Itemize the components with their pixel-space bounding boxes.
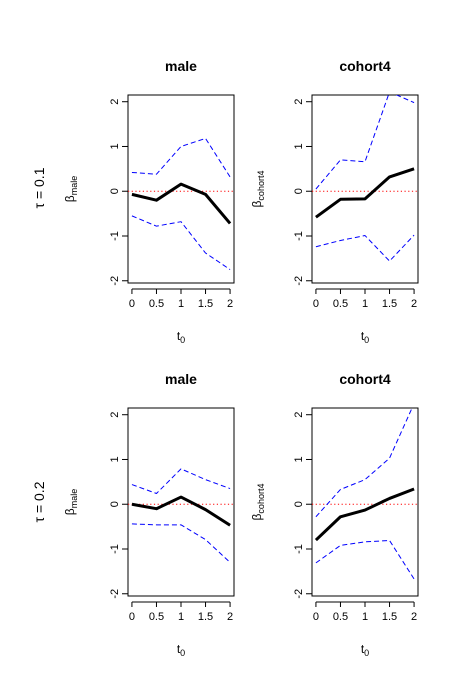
ci-lower-line bbox=[131, 523, 231, 563]
row-label-tau-0.2: τ = 0.2 bbox=[31, 481, 47, 522]
y-axis-label: βmale bbox=[63, 176, 79, 202]
ci-lower-line bbox=[315, 540, 415, 580]
estimate-line bbox=[315, 167, 415, 219]
x-tick-label: 0 bbox=[313, 611, 319, 623]
ci-upper-line bbox=[315, 408, 413, 518]
x-tick-label: 0.5 bbox=[333, 298, 348, 310]
plot-frame bbox=[127, 407, 235, 597]
x-tick-label: 2 bbox=[411, 298, 417, 310]
estimate-line bbox=[131, 182, 232, 225]
y-tick-label: -2 bbox=[109, 589, 121, 599]
x-tick-label: 1.5 bbox=[198, 611, 213, 623]
x-axis-label: t0 bbox=[177, 329, 185, 345]
x-tick-label: 0 bbox=[129, 298, 135, 310]
x-tick-label: 1 bbox=[178, 611, 184, 623]
y-tick-label: 2 bbox=[109, 412, 121, 418]
y-axis-label: βmale bbox=[63, 489, 79, 515]
plot-lines bbox=[312, 408, 418, 580]
ci-upper-line bbox=[131, 137, 231, 178]
x-tick-label: 1 bbox=[178, 298, 184, 310]
x-axis: 0 0.5 1 1.5 2 bbox=[129, 601, 233, 623]
x-axis-label: t0 bbox=[361, 642, 369, 658]
y-tick-label: -1 bbox=[293, 231, 305, 241]
x-tick-label: 0.5 bbox=[333, 611, 348, 623]
y-axis: -2 -1 0 1 2 bbox=[109, 412, 128, 599]
y-axis-label: βcohort4 bbox=[250, 484, 266, 521]
panel-title: male bbox=[165, 371, 197, 387]
plot-frame bbox=[311, 94, 419, 284]
y-tick-label: 0 bbox=[109, 501, 121, 507]
y-tick-label: 0 bbox=[293, 188, 305, 194]
y-tick-label: 1 bbox=[109, 456, 121, 462]
y-tick-label: 2 bbox=[293, 412, 305, 418]
x-tick-label: 2 bbox=[227, 298, 233, 310]
plot-frame bbox=[127, 94, 235, 284]
y-tick-label: 1 bbox=[109, 143, 121, 149]
panel-male-tau-0.1: male -2 -1 0 1 2 0 0.5 1 1.5 2 βmale t0 bbox=[63, 58, 235, 345]
x-tick-label: 0 bbox=[129, 611, 135, 623]
panel-title: cohort4 bbox=[339, 58, 391, 74]
y-tick-label: -2 bbox=[293, 589, 305, 599]
panel-cohort4-tau-0.2: cohort4 -2 -1 0 1 2 0 0.5 1 1.5 2 βcohort4 t0 bbox=[250, 371, 419, 658]
x-tick-label: 2 bbox=[411, 611, 417, 623]
x-axis: 0 0.5 1 1.5 2 bbox=[313, 288, 417, 310]
x-tick-label: 2 bbox=[227, 611, 233, 623]
ci-upper-line bbox=[315, 95, 415, 190]
panel-male-tau-0.2: male -2 -1 0 1 2 0 0.5 1 1.5 2 βmale t0 bbox=[63, 371, 235, 658]
x-tick-label: 0 bbox=[313, 298, 319, 310]
y-tick-label: -1 bbox=[109, 544, 121, 554]
y-tick-label: -1 bbox=[293, 544, 305, 554]
y-tick-label: 1 bbox=[293, 143, 305, 149]
plot-lines bbox=[312, 95, 418, 262]
panel-cohort4-tau-0.1: cohort4 -2 -1 0 1 2 0 0.5 1 1.5 2 βcohort4 t0 bbox=[250, 58, 419, 345]
x-axis-label: t0 bbox=[177, 642, 185, 658]
y-tick-label: -1 bbox=[109, 231, 121, 241]
y-axis-label: βcohort4 bbox=[250, 171, 266, 208]
y-axis: -2 -1 0 1 2 bbox=[109, 99, 128, 286]
x-axis: 0 0.5 1 1.5 2 bbox=[313, 601, 417, 623]
x-tick-label: 1 bbox=[362, 611, 368, 623]
ci-upper-line bbox=[131, 468, 231, 494]
y-tick-label: -2 bbox=[109, 276, 121, 286]
row-label-tau-0.1: τ = 0.1 bbox=[31, 167, 47, 208]
y-tick-label: -2 bbox=[293, 276, 305, 286]
plot-frame bbox=[311, 407, 419, 597]
x-axis-label: t0 bbox=[361, 329, 369, 345]
y-tick-label: 2 bbox=[293, 99, 305, 105]
y-tick-label: 1 bbox=[293, 456, 305, 462]
x-axis: 0 0.5 1 1.5 2 bbox=[129, 288, 233, 310]
x-tick-label: 1.5 bbox=[382, 298, 397, 310]
ci-lower-line bbox=[315, 234, 415, 262]
x-tick-label: 0.5 bbox=[149, 611, 164, 623]
x-tick-label: 0.5 bbox=[149, 298, 164, 310]
estimate-line bbox=[314, 487, 415, 542]
x-tick-label: 1.5 bbox=[382, 611, 397, 623]
plot-lines bbox=[128, 137, 234, 270]
plot-lines bbox=[128, 468, 234, 563]
y-axis: -2 -1 0 1 2 bbox=[293, 412, 312, 599]
estimate-line bbox=[131, 495, 231, 527]
ci-lower-line bbox=[131, 215, 231, 270]
panel-title: male bbox=[165, 58, 197, 74]
y-axis: -2 -1 0 1 2 bbox=[293, 99, 312, 286]
y-tick-label: 0 bbox=[293, 501, 305, 507]
x-tick-label: 1 bbox=[362, 298, 368, 310]
y-tick-label: 0 bbox=[109, 188, 121, 194]
y-tick-label: 2 bbox=[109, 99, 121, 105]
x-tick-label: 1.5 bbox=[198, 298, 213, 310]
panel-title: cohort4 bbox=[339, 371, 391, 387]
